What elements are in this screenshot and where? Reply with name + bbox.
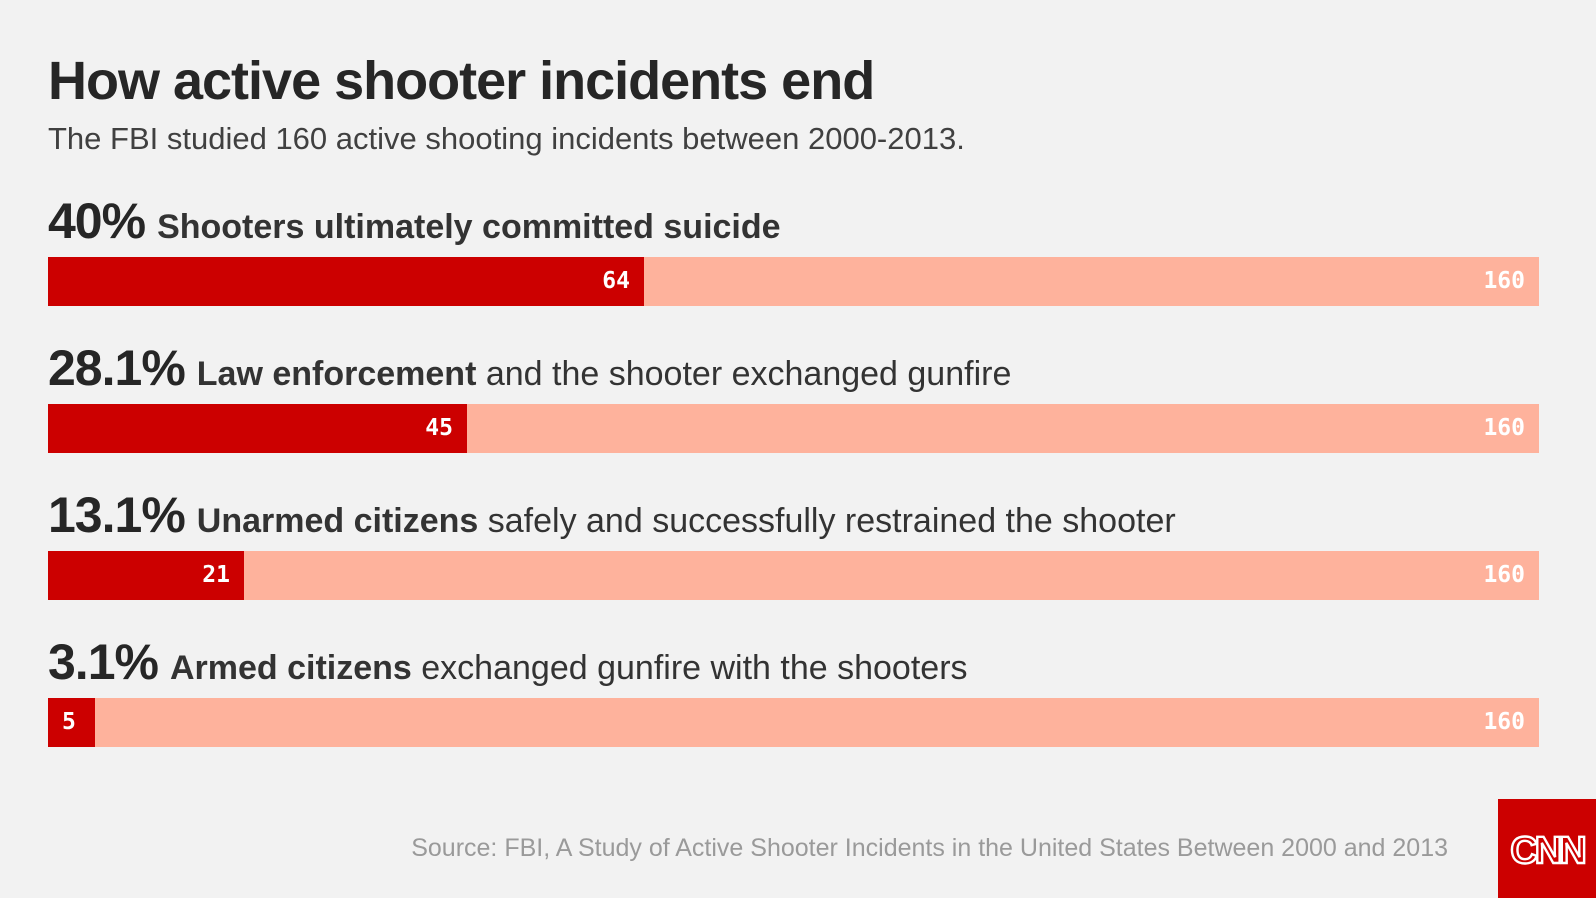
bar-fill xyxy=(48,257,644,306)
bar-track: 5 160 xyxy=(48,698,1539,747)
bar-total-label: 160 xyxy=(1483,709,1525,735)
bar-track: 64 160 xyxy=(48,257,1539,306)
row-label: 3.1% Armed citizens exchanged gunfire wit… xyxy=(48,633,1539,693)
bar-value-label: 45 xyxy=(425,415,453,441)
bar-track: 45 160 xyxy=(48,404,1539,453)
cnn-logo-mark: CNN xyxy=(1509,828,1588,872)
bar-total-label: 160 xyxy=(1483,562,1525,588)
row-label-rest: safely and successfully restrained the s… xyxy=(478,502,1176,540)
row-label-bold: Armed citizens xyxy=(169,649,412,687)
row-label-rest: and the shooter exchanged gunfire xyxy=(476,355,1012,393)
bar-value-label: 21 xyxy=(202,562,230,588)
row-label-bold: Law enforcement xyxy=(196,355,477,393)
bar-row: 40% Shooters ultimately committed suicide… xyxy=(48,192,1539,306)
row-label: 40% Shooters ultimately committed suicide xyxy=(48,192,1539,252)
row-label-bold: Shooters ultimately committed suicide xyxy=(157,208,781,246)
bar-row: 13.1% Unarmed citizens safely and success… xyxy=(48,486,1539,600)
chart-subtitle: The FBI studied 160 active shooting inci… xyxy=(48,121,965,156)
bar-value-label: 64 xyxy=(602,268,630,294)
bar-fill xyxy=(48,404,467,453)
bar-fill xyxy=(48,551,244,600)
row-label-bold: Unarmed citizens xyxy=(196,502,479,540)
row-label: 13.1% Unarmed citizens safely and success… xyxy=(48,486,1539,546)
row-label-rest: exchanged gunfire with the shooters xyxy=(411,649,968,687)
row-label: 28.1% Law enforcement and the shooter exc… xyxy=(48,339,1539,399)
cnn-logo-text: CNN xyxy=(1510,830,1584,872)
chart-title: How active shooter incidents end xyxy=(48,51,875,111)
bar-row: 28.1% Law enforcement and the shooter exc… xyxy=(48,339,1539,453)
percent-label: 3.1% xyxy=(48,634,159,690)
cnn-logo: CNN xyxy=(1498,799,1596,898)
source-note: Source: FBI, A Study of Active Shooter I… xyxy=(411,834,1448,862)
percent-label: 13.1% xyxy=(48,487,186,543)
bar-row: 3.1% Armed citizens exchanged gunfire wit… xyxy=(48,633,1539,747)
percent-label: 40% xyxy=(48,193,146,249)
bar-fill xyxy=(48,698,95,747)
bar-total-label: 160 xyxy=(1483,268,1525,294)
bar-value-label: 5 xyxy=(62,709,76,735)
bar-total-label: 160 xyxy=(1483,415,1525,441)
bar-track: 21 160 xyxy=(48,551,1539,600)
percent-label: 28.1% xyxy=(48,340,186,396)
